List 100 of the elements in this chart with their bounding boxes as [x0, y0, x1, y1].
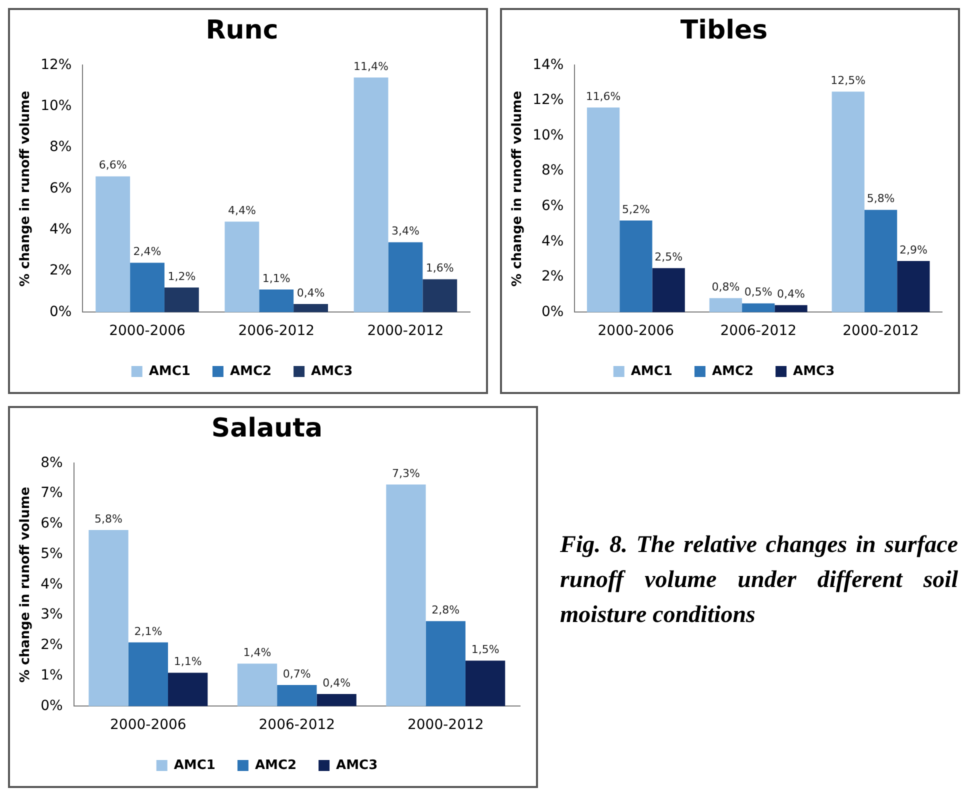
bar	[259, 290, 294, 312]
x-tick-label: 2000-2012	[407, 717, 484, 734]
data-label: 1,1%	[174, 655, 202, 668]
bar	[388, 242, 423, 312]
bar	[130, 262, 164, 312]
bar	[897, 261, 930, 312]
y-tick-label: 12%	[40, 56, 72, 73]
y-tick-label: 14%	[532, 56, 564, 73]
bar	[774, 305, 808, 312]
data-label: 0,4%	[777, 288, 805, 300]
data-label: 0,8%	[712, 280, 740, 294]
chart-title: Salauta	[211, 413, 323, 444]
data-label: 11,6%	[586, 90, 621, 103]
bar	[277, 684, 317, 706]
data-label: 11,4%	[354, 60, 389, 73]
data-label: 12,5%	[830, 74, 866, 88]
y-tick-label: 0%	[40, 698, 63, 714]
data-label: 6,6%	[98, 158, 127, 172]
x-tick-label: 2006-2012	[238, 323, 315, 340]
chart-title: Runc	[206, 15, 278, 46]
chart-title: Tibles	[680, 15, 768, 46]
y-tick-label: 8%	[40, 454, 63, 471]
bar	[709, 298, 742, 312]
bar	[426, 621, 466, 706]
y-axis-title: % change in runoff volume	[18, 90, 34, 287]
data-label: 7,3%	[392, 466, 420, 480]
bar	[224, 222, 260, 312]
y-tick-label: 8%	[50, 139, 72, 156]
legend-label: AMC2	[254, 758, 297, 773]
x-tick-label: 2000-2006	[110, 717, 186, 734]
bar	[620, 220, 652, 312]
data-label: 5,8%	[94, 512, 122, 526]
bar	[465, 660, 506, 706]
data-label: 5,2%	[622, 202, 650, 216]
y-axis-title: % change in runoff volume	[510, 90, 526, 287]
y-tick-label: 2%	[40, 637, 63, 654]
y-tick-label: 10%	[532, 127, 564, 144]
y-tick-label: 0%	[50, 304, 72, 320]
bar	[586, 108, 620, 312]
bar	[386, 484, 426, 706]
legend-label: AMC3	[793, 364, 835, 379]
bar	[164, 288, 199, 312]
bar	[354, 78, 388, 312]
data-label: 0,4%	[322, 676, 351, 690]
y-tick-label: 6%	[50, 180, 72, 196]
x-tick-label: 2000-2012	[842, 323, 919, 340]
bar	[88, 530, 128, 706]
y-tick-label: 5%	[40, 546, 63, 562]
data-label: 4,4%	[228, 204, 256, 217]
y-tick-label: 1%	[40, 667, 63, 684]
y-tick-label: 7%	[40, 485, 63, 502]
y-tick-label: 2%	[542, 268, 564, 285]
x-tick-label: 2000-2012	[367, 323, 444, 340]
data-label: 2,4%	[133, 245, 162, 258]
bar	[128, 642, 168, 706]
legend-label: AMC1	[630, 364, 672, 379]
y-tick-label: 4%	[40, 576, 63, 592]
data-label: 0,4%	[296, 286, 325, 300]
x-tick-label: 2000-2006	[598, 323, 674, 340]
data-label: 3,4%	[391, 224, 420, 238]
data-label: 0,5%	[744, 286, 772, 299]
y-tick-label: 3%	[40, 606, 63, 623]
legend-label: AMC1	[174, 758, 216, 773]
bar	[96, 176, 130, 312]
legend-label: AMC1	[148, 364, 190, 379]
bar	[864, 210, 898, 312]
y-tick-label: 10%	[40, 98, 72, 114]
y-tick-label: 0%	[542, 304, 564, 320]
bar	[422, 279, 458, 312]
data-label: 0,7%	[282, 667, 311, 680]
data-label: 5,8%	[866, 192, 895, 206]
data-label: 1,6%	[426, 262, 454, 275]
data-label: 1,5%	[471, 642, 500, 656]
data-label: 2,1%	[134, 624, 162, 638]
data-label: 2,9%	[899, 243, 928, 256]
x-tick-label: 2000-2006	[109, 323, 186, 340]
y-tick-label: 4%	[50, 222, 72, 238]
bar	[237, 664, 278, 706]
data-label: 2,5%	[654, 250, 683, 264]
bar	[168, 672, 208, 706]
data-label: 1,4%	[243, 646, 272, 660]
y-axis-title: % change in runoff volume	[18, 486, 34, 683]
data-label: 1,2%	[168, 270, 196, 283]
bar	[832, 92, 864, 312]
y-tick-label: 4%	[542, 233, 564, 250]
legend-label: AMC3	[336, 758, 378, 773]
legend-label: AMC2	[712, 364, 754, 379]
y-tick-label: 12%	[532, 92, 564, 108]
bar	[652, 268, 685, 312]
y-tick-label: 2%	[50, 262, 72, 279]
caption: Fig. 8. The relative changes in surface runoff volume under different soil moisture conditions	[560, 531, 958, 630]
bar	[294, 304, 328, 312]
bar	[316, 694, 356, 706]
legend-label: AMC3	[311, 364, 353, 379]
data-label: 2,8%	[432, 604, 460, 617]
y-tick-label: 6%	[542, 198, 564, 214]
legend-label: AMC2	[230, 364, 272, 379]
data-label: 1,1%	[262, 272, 290, 285]
y-tick-label: 6%	[40, 516, 63, 532]
x-tick-label: 2006-2012	[258, 717, 336, 734]
